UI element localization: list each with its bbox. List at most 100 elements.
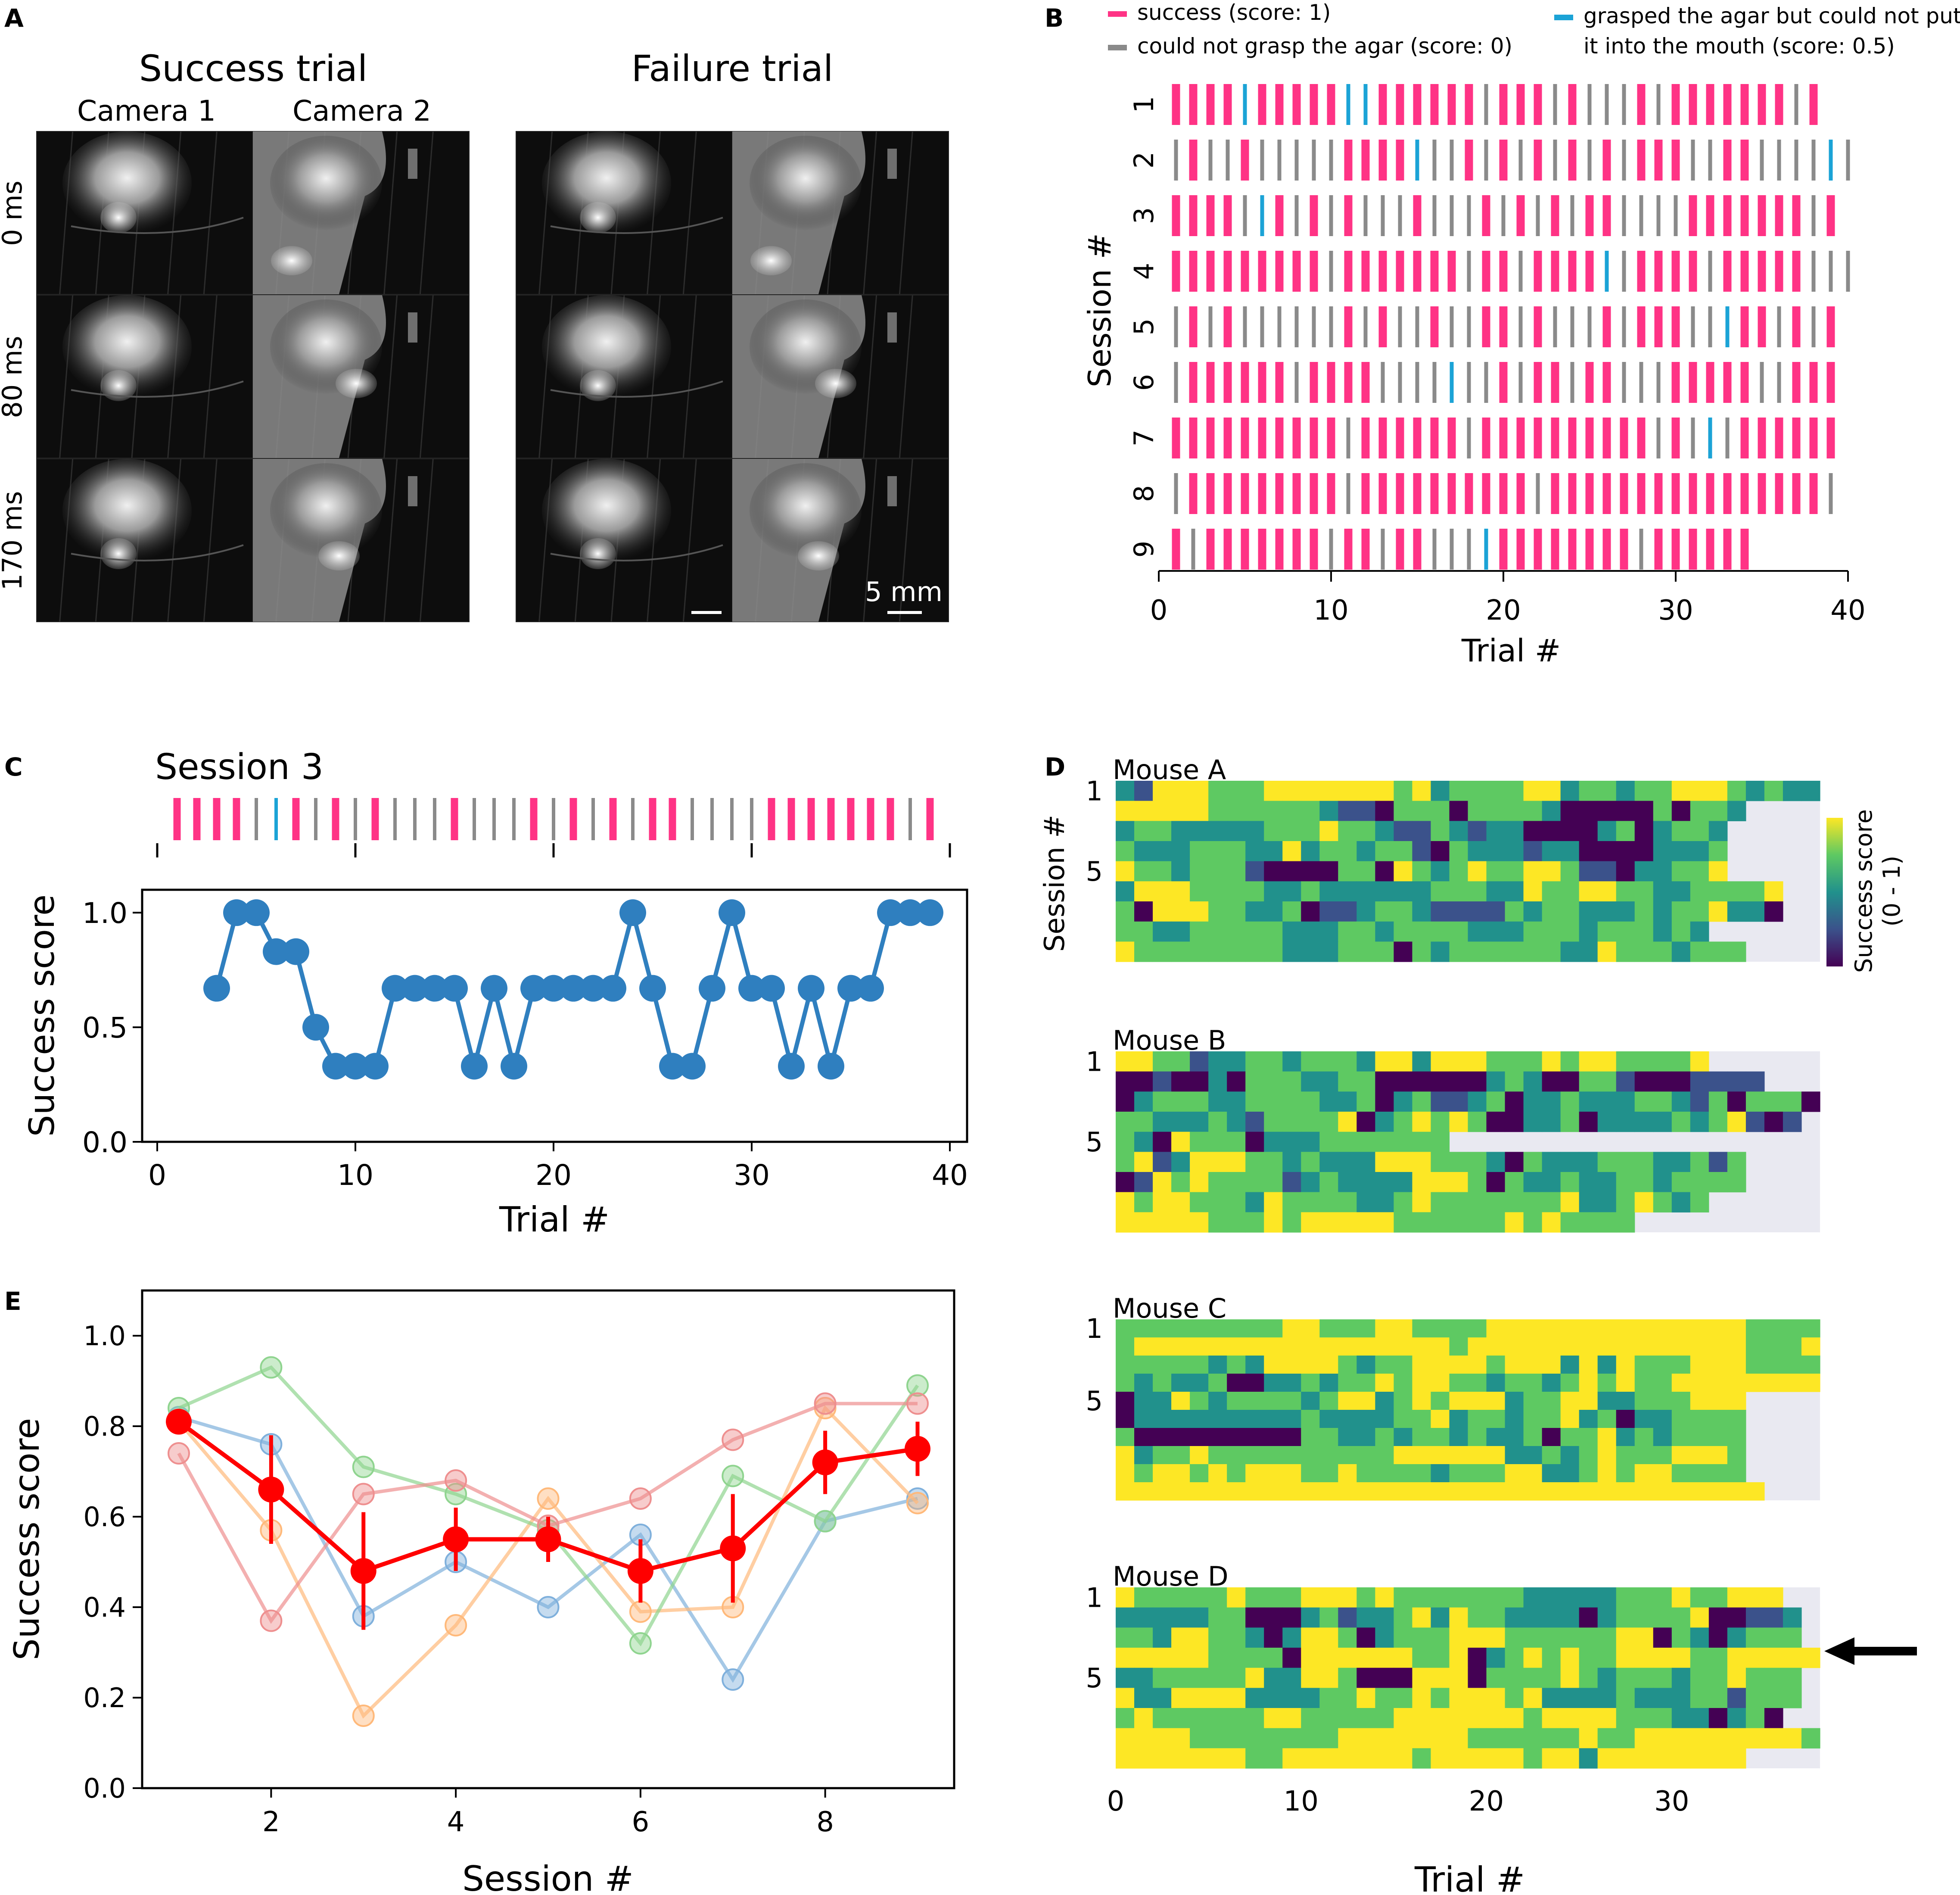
mouse-head-top-view [542, 295, 671, 399]
d-heatmap-cell [1486, 1112, 1506, 1132]
d-heatmap-cell [1468, 1627, 1487, 1648]
b-trial-mark [1344, 362, 1353, 403]
d-heatmap-cell [1412, 1374, 1431, 1392]
mouse-head-top-view [62, 459, 192, 562]
tube-edge [550, 544, 723, 561]
c-data-point [441, 975, 468, 1002]
c-data-point [382, 975, 408, 1002]
d-heatmap-cell [1375, 1392, 1394, 1410]
d-heatmap-cell [1449, 821, 1468, 842]
d-heatmap-cell [1208, 1748, 1227, 1769]
d-heatmap-cell [1579, 1728, 1598, 1749]
d-heatmap-cell [1153, 861, 1172, 882]
d-heatmap-cell [1375, 1410, 1394, 1428]
b-trial-mark [1516, 84, 1525, 125]
d-heatmap-cell [1190, 781, 1209, 801]
b-trial-mark [1361, 362, 1370, 403]
d-heatmap-cell [1597, 1410, 1617, 1428]
b-trial-mark [1656, 418, 1661, 458]
time-label-1: 80 ms [0, 336, 28, 418]
b-trial-mark [1723, 84, 1732, 125]
d-heatmap-cell [1171, 921, 1190, 942]
d-heatmap-cell [1745, 1627, 1765, 1648]
d-heatmap-cell [1708, 1356, 1728, 1374]
d-heatmap-cell [1616, 781, 1635, 801]
b-trial-mark [1415, 306, 1419, 347]
d-heatmap-cell [1653, 1446, 1672, 1465]
d-heatmap-cell [1449, 1428, 1468, 1446]
d-heatmap-cell [1690, 1708, 1709, 1729]
d-heatmap-cell [1301, 1374, 1320, 1392]
d-heatmap-cell [1116, 1051, 1135, 1072]
d-heatmap-cell [1134, 1071, 1153, 1092]
c-y-tick-label: 0.0 [82, 1126, 128, 1159]
d-heatmap-cell [1171, 1071, 1190, 1092]
d-heatmap-cell [1727, 1688, 1746, 1708]
c-data-point [639, 975, 666, 1002]
d-heatmap-cell [1208, 1648, 1227, 1668]
d-heatmap-cell [1616, 1748, 1635, 1769]
d-heatmap-cell [1190, 841, 1209, 862]
d-heatmap-cell [1171, 941, 1190, 962]
d-heatmap-cell [1745, 901, 1765, 922]
b-trial-mark [1758, 195, 1766, 236]
d-heatmap-cell [1764, 1708, 1783, 1729]
d-heatmap-cell [1505, 1192, 1524, 1212]
d-heatmap-cell [1412, 801, 1431, 821]
d-heatmap-cell [1319, 1482, 1338, 1501]
d-heatmap-cell [1505, 1051, 1524, 1072]
d-heatmap-cell [1486, 1648, 1506, 1668]
d-heatmap-cell [1394, 1688, 1413, 1708]
b-trial-mark [1740, 195, 1749, 236]
d-heatmap-cell [1116, 861, 1135, 882]
b-trial-mark [1344, 306, 1353, 347]
arrow-marker [1824, 1637, 1917, 1665]
d-heatmap-cell [1375, 821, 1394, 842]
d-heatmap-cell [1764, 1112, 1783, 1132]
b-trial-mark [1243, 195, 1247, 236]
d-heatmap-cell [1282, 1482, 1301, 1501]
d-heatmap-cell [1505, 1648, 1524, 1668]
d-heatmap-cell [1301, 1748, 1320, 1769]
b-session-label: 4 [1128, 263, 1160, 280]
agar-holder [408, 476, 417, 506]
b-trial-mark [1689, 362, 1697, 403]
b-trial-mark [1413, 195, 1422, 236]
d-heatmap-cell [1671, 781, 1691, 801]
d-heatmap-cell [1282, 1319, 1301, 1338]
c-data-point [362, 1053, 389, 1080]
d-heatmap-cell [1356, 1708, 1375, 1729]
d-heatmap-cell [1708, 1337, 1728, 1356]
d-heatmap-cell [1134, 1728, 1153, 1749]
b-trial-mark [1706, 473, 1714, 514]
d-heatmap-cell [1745, 1728, 1765, 1749]
d-heatmap-cell [1375, 781, 1394, 801]
b-trial-mark [1568, 140, 1577, 181]
d-y-tick-label: 5 [1086, 1662, 1103, 1694]
b-trial-mark [1792, 306, 1801, 347]
d-heatmap-cell [1116, 1192, 1135, 1212]
c-trial-mark [908, 798, 912, 840]
d-heatmap-cell [1486, 1410, 1506, 1428]
b-session-label: 3 [1128, 207, 1160, 224]
d-heatmap-cell [1708, 801, 1728, 821]
b-trial-mark [1534, 251, 1542, 292]
d-heatmap-cell [1412, 1446, 1431, 1465]
b-trial-mark [1551, 529, 1559, 570]
agar-holder [408, 149, 417, 179]
b-trial-mark [1605, 251, 1609, 292]
d-heatmap-cell [1579, 1172, 1598, 1193]
d-heatmap-cell [1597, 901, 1617, 922]
d-heatmap-cell [1505, 901, 1524, 922]
b-trial-mark [1396, 418, 1404, 458]
d-heatmap-cell [1319, 941, 1338, 962]
b-trial-mark [1361, 473, 1370, 514]
d-heatmap-cell [1671, 1410, 1691, 1428]
b-trial-mark [1396, 140, 1404, 181]
d-heatmap-cell [1449, 1319, 1468, 1338]
d-heatmap-cell [1356, 1464, 1375, 1483]
d-heatmap-cell [1431, 1356, 1450, 1374]
d-heatmap-cell [1616, 1708, 1635, 1729]
d-heatmap-cell [1542, 901, 1561, 922]
c-data-point [263, 938, 289, 965]
